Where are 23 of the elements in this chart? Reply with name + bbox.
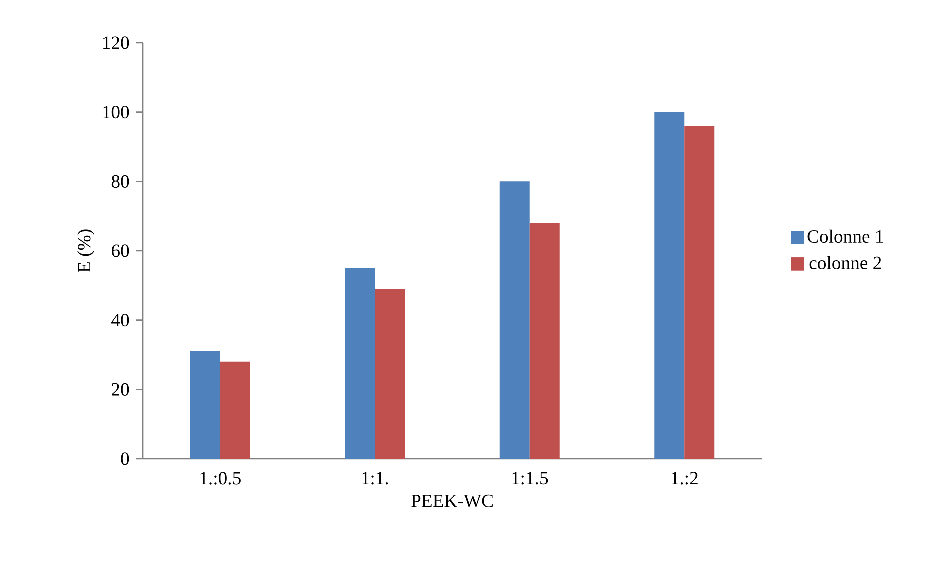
legend-label: colonne 2 xyxy=(810,256,882,270)
bar xyxy=(654,112,685,459)
y-tick-label: 60 xyxy=(112,244,130,258)
y-tick-label: 40 xyxy=(112,314,130,327)
bar xyxy=(345,268,376,459)
x-axis-title: PEEK-WC xyxy=(412,494,493,508)
y-tick-label: 20 xyxy=(112,383,130,396)
y-tick-label: 80 xyxy=(112,175,130,188)
bar xyxy=(375,289,406,459)
y-tick-label: 100 xyxy=(103,106,130,119)
bar xyxy=(500,182,530,459)
bar xyxy=(530,223,560,459)
x-tick-label: 1:1. xyxy=(362,472,388,485)
y-axis-title: E (%) xyxy=(78,230,94,272)
x-tick-label: 1.:2 xyxy=(672,472,698,485)
x-tick-label: 1:1.5 xyxy=(512,472,548,485)
bar xyxy=(684,126,715,459)
y-tick-label: 0 xyxy=(121,452,130,466)
x-tick-label: 1.:0.5 xyxy=(200,472,241,485)
y-tick-label: 120 xyxy=(103,36,130,50)
bar xyxy=(190,352,220,459)
legend-label: Colonne 1 xyxy=(808,230,884,244)
bar xyxy=(220,362,250,459)
